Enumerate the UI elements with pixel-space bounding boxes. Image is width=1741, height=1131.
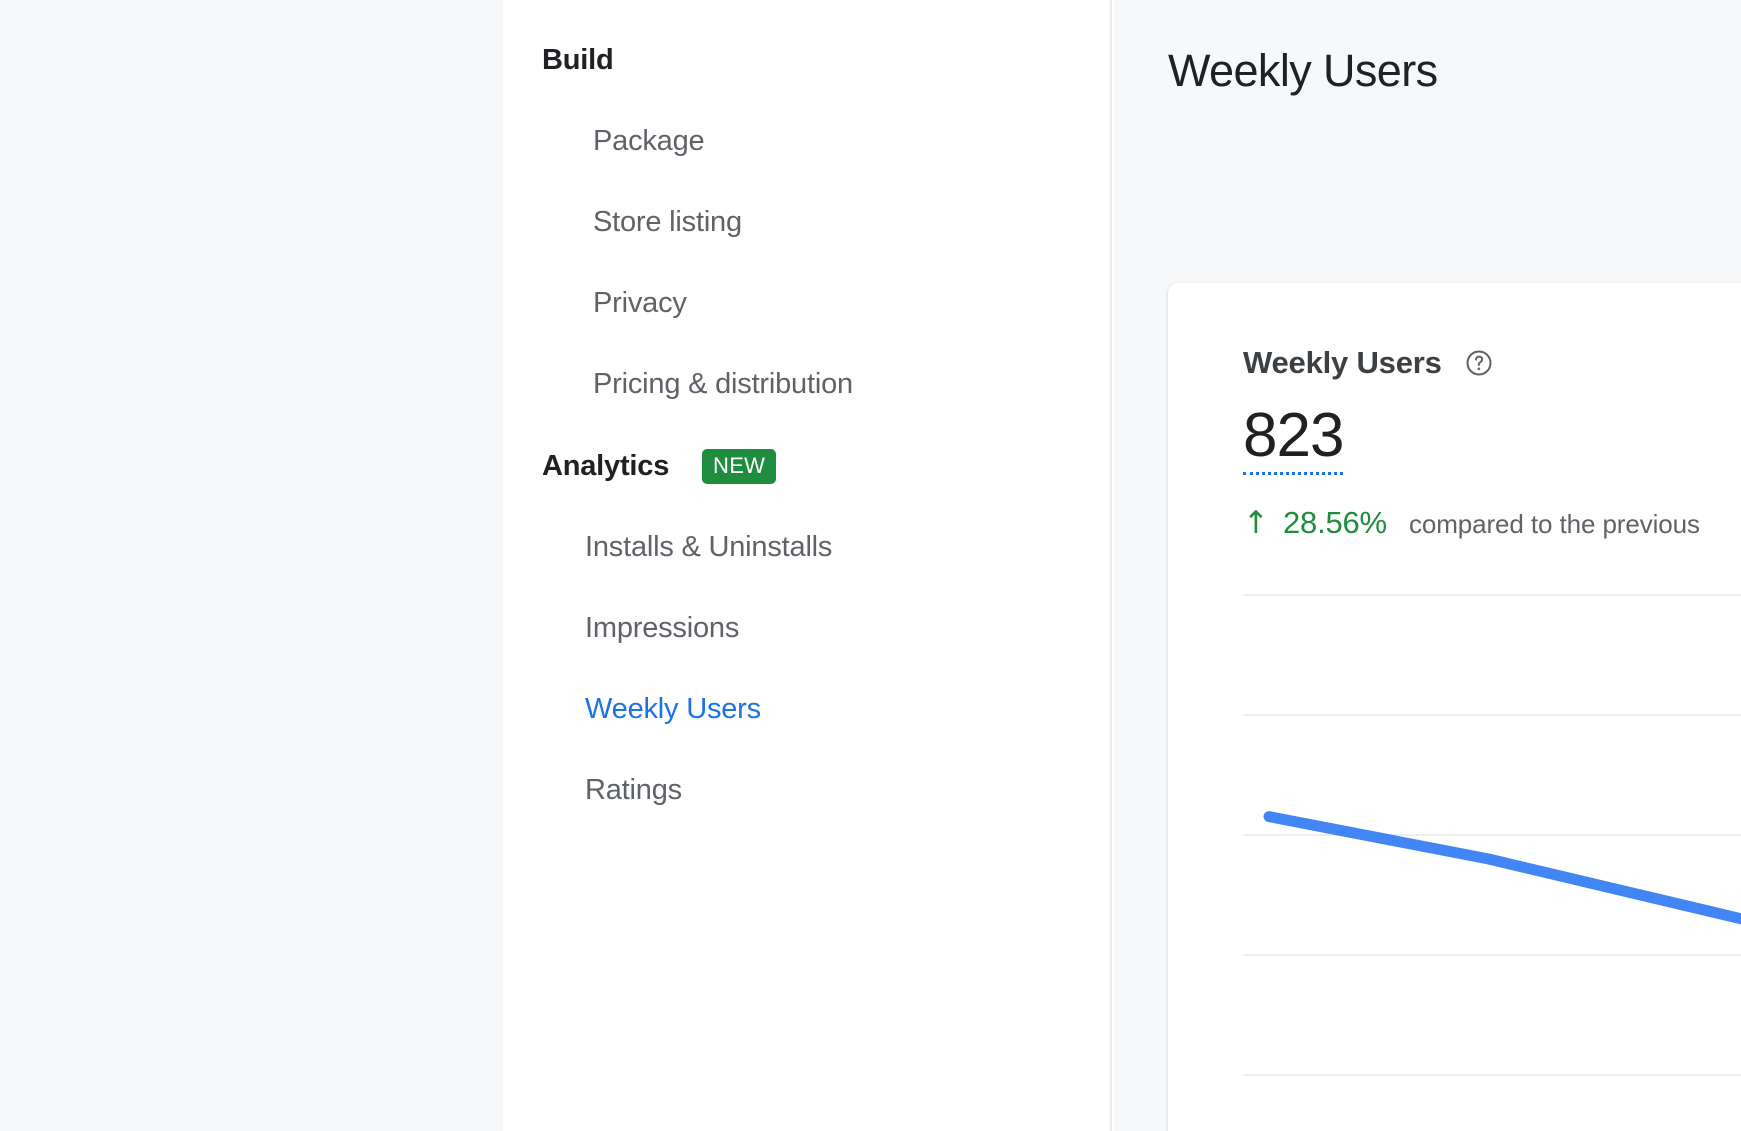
chart-line-series	[1263, 811, 1741, 925]
card-header: Weekly Users	[1243, 345, 1494, 381]
sidebar-item-privacy[interactable]: Privacy	[593, 287, 687, 319]
delta-comparison-note: compared to the previous	[1408, 509, 1700, 539]
weekly-users-card: Weekly Users 823 ↑ 28.56% compared to th…	[1168, 283, 1741, 1131]
new-badge: NEW	[702, 449, 777, 484]
chart-svg	[1243, 594, 1741, 1076]
sidebar-nav: Build Package Store listing Privacy Pric…	[503, 0, 1112, 1131]
page-title: Weekly Users	[1168, 45, 1438, 96]
weekly-users-chart[interactable]	[1168, 583, 1741, 1131]
card-metric-title: Weekly Users	[1243, 345, 1442, 380]
sidebar-group-title-build: Build	[542, 44, 614, 76]
sidebar-item-installs-uninstalls[interactable]: Installs & Uninstalls	[585, 531, 833, 563]
sidebar-item-weekly-users[interactable]: Weekly Users	[585, 693, 761, 725]
main-content-panel: Weekly Users Weekly Users 823 ↑ 28.56%	[1114, 0, 1741, 1131]
trend-up-arrow-icon: ↑	[1243, 505, 1269, 541]
delta-percent: 28.56%	[1282, 505, 1387, 540]
sidebar-group-title-analytics: Analytics	[542, 450, 670, 482]
page-left-gutter	[0, 0, 503, 1131]
metric-value-wrap: 823	[1243, 403, 1344, 476]
sidebar-item-ratings[interactable]: Ratings	[585, 774, 682, 806]
metric-value[interactable]: 823	[1243, 403, 1344, 476]
sidebar-item-store-listing[interactable]: Store listing	[593, 206, 742, 238]
sidebar-item-package[interactable]: Package	[593, 125, 705, 157]
metric-delta-row: ↑ 28.56% compared to the previous	[1243, 505, 1700, 541]
sidebar-item-impressions[interactable]: Impressions	[585, 612, 740, 644]
chart-gridlines	[1243, 594, 1741, 1076]
sidebar-item-pricing-distribution[interactable]: Pricing & distribution	[593, 368, 853, 400]
help-circle-icon[interactable]	[1464, 348, 1494, 378]
